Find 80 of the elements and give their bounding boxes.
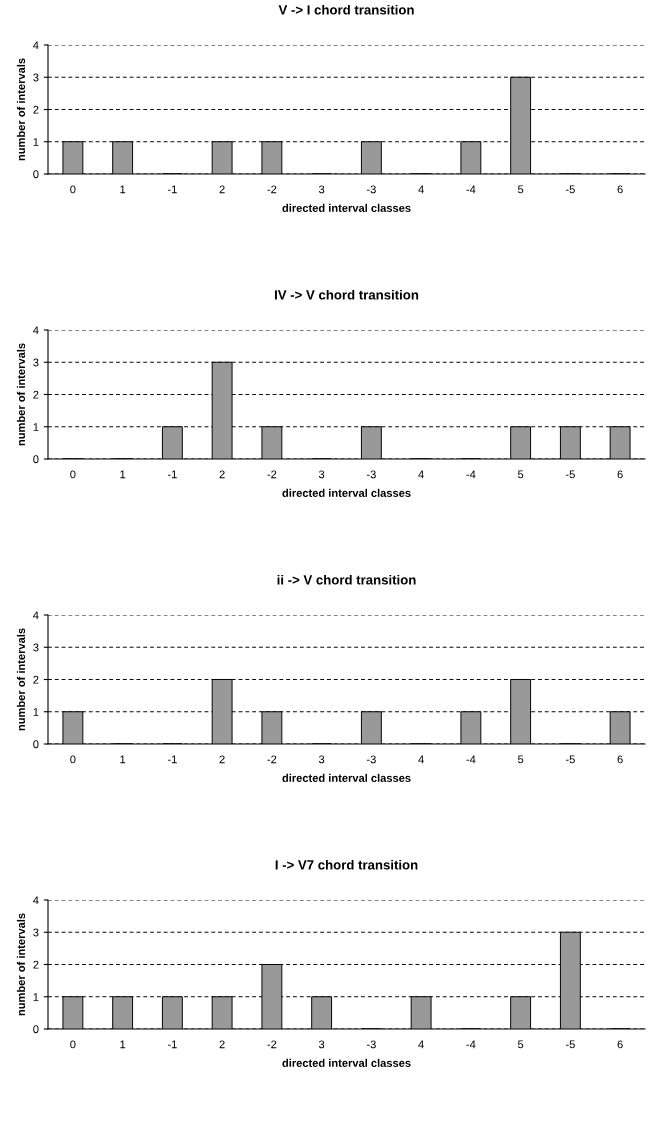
x-tick-label: -3 — [366, 470, 376, 479]
x-tick-label: -2 — [267, 755, 277, 764]
y-tick-label: 4 — [33, 611, 39, 620]
x-tick-label: 1 — [120, 755, 126, 764]
x-tick-label: 2 — [219, 1040, 225, 1049]
y-axis-title: number of intervals — [16, 628, 26, 731]
y-tick-label: 3 — [33, 358, 39, 367]
x-tick-label: -4 — [466, 1040, 476, 1049]
y-tick-label: 1 — [33, 708, 39, 716]
x-tick-label: 3 — [318, 755, 325, 764]
chart-title: IV -> V chord transition — [274, 289, 419, 300]
x-tick-label: -3 — [366, 755, 376, 764]
x-axis-title: directed interval classes — [282, 773, 411, 782]
x-tick-label: -4 — [466, 755, 476, 764]
x-tick-label: 0 — [70, 185, 76, 194]
x-tick-label: -2 — [267, 1040, 277, 1049]
y-tick-label: 4 — [33, 326, 39, 335]
x-tick-label: 0 — [70, 755, 76, 764]
x-tick-label: 2 — [219, 185, 225, 194]
y-tick-label: 1 — [33, 423, 39, 431]
x-tick-label: 2 — [219, 755, 225, 764]
chart-title: I -> V7 chord transition — [275, 859, 418, 870]
x-tick-label: 1 — [120, 185, 126, 194]
y-tick-label: 3 — [33, 643, 39, 652]
x-tick-label: 3 — [318, 470, 325, 479]
x-tick-label: 6 — [617, 1040, 623, 1049]
y-tick-label: 2 — [33, 390, 39, 399]
x-tick-label: 4 — [418, 755, 424, 764]
x-tick-label: 3 — [318, 1040, 325, 1049]
x-tick-label: -1 — [167, 185, 177, 194]
x-tick-label: 0 — [70, 1040, 76, 1049]
x-tick-label: -1 — [167, 755, 177, 764]
x-tick-label: -1 — [167, 1040, 177, 1049]
x-tick-label: -4 — [466, 470, 476, 479]
x-tick-label: 1 — [120, 470, 126, 479]
x-tick-label: 5 — [517, 470, 524, 479]
x-tick-label: -2 — [267, 185, 277, 194]
x-tick-label: 6 — [617, 470, 623, 479]
x-axis-title: directed interval classes — [282, 203, 411, 212]
x-tick-label: 5 — [517, 185, 524, 194]
y-tick-label: 3 — [33, 73, 39, 82]
x-axis-title: directed interval classes — [282, 1058, 411, 1067]
y-tick-label: 0 — [33, 170, 39, 179]
x-tick-label: -5 — [565, 1040, 575, 1049]
y-tick-label: 4 — [33, 896, 39, 905]
x-tick-label: -2 — [267, 470, 277, 479]
y-tick-label: 1 — [33, 138, 39, 146]
y-tick-label: 2 — [33, 960, 39, 969]
x-tick-label: -3 — [366, 185, 376, 194]
chart-title: V -> I chord transition — [278, 4, 414, 15]
x-tick-label: -4 — [466, 185, 476, 194]
x-tick-label: -5 — [565, 185, 575, 194]
y-axis-title: number of intervals — [16, 343, 26, 446]
x-tick-label: 5 — [517, 1040, 524, 1049]
chart-title: ii -> V chord transition — [277, 574, 416, 585]
x-tick-label: -1 — [167, 470, 177, 479]
y-tick-label: 0 — [33, 455, 39, 464]
x-tick-label: 6 — [617, 185, 623, 194]
x-tick-label: 4 — [418, 185, 424, 194]
x-tick-label: 4 — [418, 470, 424, 479]
x-tick-label: 3 — [318, 185, 325, 194]
x-tick-label: -3 — [366, 1040, 376, 1049]
x-tick-label: 0 — [70, 470, 76, 479]
y-tick-label: 1 — [33, 993, 39, 1001]
y-axis-title: number of intervals — [16, 58, 26, 161]
x-tick-label: 5 — [517, 755, 524, 764]
x-tick-label: -5 — [565, 470, 575, 479]
x-tick-label: 1 — [120, 1040, 126, 1049]
y-tick-label: 4 — [33, 41, 39, 50]
y-tick-label: 2 — [33, 105, 39, 114]
y-axis-title: number of intervals — [16, 913, 26, 1016]
y-tick-label: 0 — [33, 740, 39, 749]
x-tick-label: 2 — [219, 470, 225, 479]
y-tick-label: 3 — [33, 928, 39, 937]
y-tick-label: 0 — [33, 1025, 39, 1034]
x-axis-title: directed interval classes — [282, 488, 411, 497]
x-tick-label: -5 — [565, 755, 575, 764]
x-tick-label: 6 — [617, 755, 623, 764]
y-tick-label: 2 — [33, 675, 39, 684]
x-tick-label: 4 — [418, 1040, 424, 1049]
